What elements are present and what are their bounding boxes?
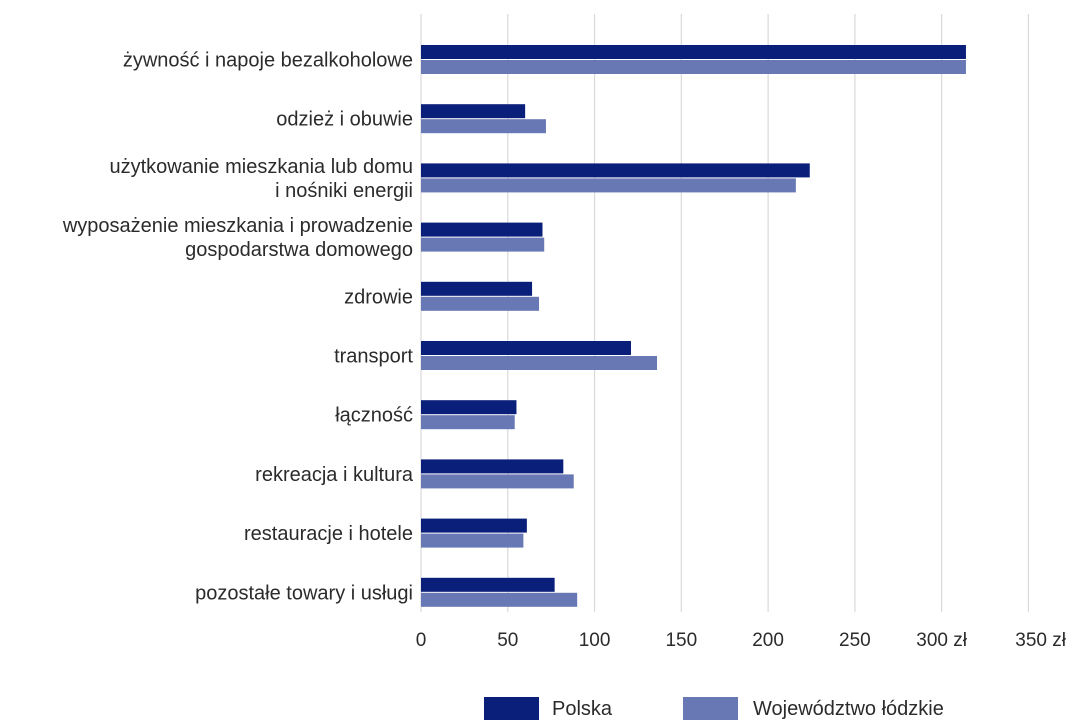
- category-label: transport: [334, 346, 413, 368]
- legend-swatch-wojewodztwo: [683, 697, 738, 720]
- x-axis-ticks: 0 50 100 150 200 250 300 zł 350 zł: [416, 630, 1067, 651]
- bar-polska-7: [421, 459, 564, 474]
- bar-wojewodztwo-4: [421, 296, 540, 311]
- bar-wojewodztwo-3: [421, 237, 545, 252]
- legend: Polska Województwo łódzkie: [484, 697, 944, 720]
- bar-wojewodztwo-8: [421, 533, 524, 548]
- x-tick-label: 100: [579, 630, 611, 651]
- legend-label-wojewodztwo: Województwo łódzkie: [753, 698, 944, 720]
- category-label: użytkowanie mieszkania lub domu: [110, 156, 414, 178]
- category-label: restauracje i hotele: [244, 523, 413, 545]
- bar-polska-2: [421, 163, 810, 178]
- bar-polska-6: [421, 400, 517, 415]
- bar-wojewodztwo-5: [421, 356, 658, 370]
- bar-polska-3: [421, 222, 543, 237]
- category-labels: żywność i napoje bezalkoholowe odzież i o…: [62, 50, 414, 605]
- bar-polska-5: [421, 341, 631, 355]
- bar-wojewodztwo-2: [421, 178, 796, 193]
- bar-wojewodztwo-7: [421, 474, 574, 489]
- category-label: wyposażenie mieszkania i prowadzenie: [62, 215, 413, 237]
- category-label: odzież i obuwie: [276, 109, 413, 131]
- x-tick-label: 0: [416, 630, 427, 651]
- category-label: gospodarstwa domowego: [185, 239, 413, 261]
- category-label: żywność i napoje bezalkoholowe: [123, 50, 413, 72]
- category-label: łączność: [335, 405, 413, 427]
- x-tick-label: 300 zł: [916, 630, 967, 651]
- bar-wojewodztwo-0: [421, 60, 966, 74]
- bar-polska-8: [421, 518, 527, 533]
- bar-polska-9: [421, 577, 555, 592]
- x-tick-label: 150: [665, 630, 697, 651]
- category-label: pozostałe towary i usługi: [195, 582, 413, 604]
- x-tick-label: 200: [752, 630, 784, 651]
- bar-wojewodztwo-6: [421, 415, 515, 430]
- legend-label-polska: Polska: [552, 698, 613, 720]
- legend-swatch-polska: [484, 697, 539, 720]
- bar-polska-1: [421, 104, 526, 119]
- x-tick-label: 350 zł: [1015, 630, 1066, 651]
- bar-wojewodztwo-1: [421, 119, 546, 134]
- category-label: rekreacja i kultura: [255, 464, 414, 486]
- x-tick-label: 250: [839, 630, 871, 651]
- bar-wojewodztwo-9: [421, 592, 578, 607]
- category-label: i nośniki energii: [275, 180, 413, 202]
- bar-polska-0: [421, 45, 966, 59]
- bar-polska-4: [421, 281, 533, 296]
- x-tick-label: 50: [497, 630, 518, 651]
- bars: [421, 45, 966, 607]
- category-label: zdrowie: [344, 286, 413, 308]
